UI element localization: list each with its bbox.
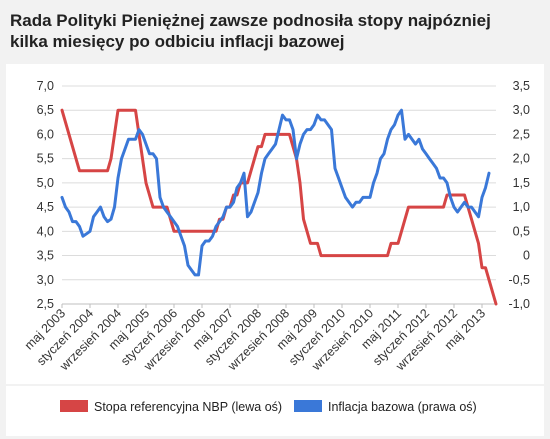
right-axis-tick-label: 3,0 bbox=[513, 103, 530, 117]
right-axis-tick-label: 1,0 bbox=[513, 200, 530, 214]
line-chart: 7,0 6,5 6,0 5,5 5,0 4,5 4,0 3,5 3,0 2,5 3,5 3,0 2,5 2… bbox=[6, 79, 544, 414]
left-axis-tick-label: 4,5 bbox=[37, 200, 54, 214]
chart-area: 7,0 6,5 6,0 5,5 5,0 4,5 4,0 3,5 3,0 2,5 3,5 3,0 2,5 2… bbox=[6, 64, 544, 436]
chart-title-line-2: kilka miesięcy po odbiciu inflacji bazow… bbox=[10, 32, 345, 51]
right-axis-tick-label: 2,0 bbox=[513, 152, 530, 166]
right-axis-tick-label: 2,5 bbox=[513, 127, 530, 141]
right-axis-tick-label: 0 bbox=[523, 249, 530, 263]
legend-label-core-inflation: Inflacja bazowa (prawa oś) bbox=[328, 400, 477, 414]
left-axis-tick-label: 3,0 bbox=[37, 273, 54, 287]
left-axis-tick-label: 4,0 bbox=[37, 224, 54, 238]
left-axis-tick-label: 5,0 bbox=[37, 176, 54, 190]
left-axis-tick-label: 7,0 bbox=[37, 79, 54, 93]
left-axis-tick-label: 2,5 bbox=[37, 297, 54, 311]
legend-swatch-core-inflation bbox=[294, 400, 322, 412]
left-axis-tick-label: 6,5 bbox=[37, 103, 54, 117]
legend-swatch-reference-rate bbox=[60, 400, 88, 412]
right-axis-tick-label: -0,5 bbox=[508, 273, 530, 287]
legend-label-reference-rate: Stopa referencyjna NBP (lewa oś) bbox=[94, 400, 282, 414]
chart-title: Rada Polityki Pieniężnej zawsze podnosił… bbox=[10, 10, 540, 52]
chart-title-line-1: Rada Polityki Pieniężnej zawsze podnosił… bbox=[10, 11, 491, 30]
left-axis-tick-label: 3,5 bbox=[37, 249, 54, 263]
right-axis-tick-label: 0,5 bbox=[513, 224, 530, 238]
right-axis-tick-label: 3,5 bbox=[513, 79, 530, 93]
right-axis-tick-label: 1,5 bbox=[513, 176, 530, 190]
right-axis-tick-label: -1,0 bbox=[508, 297, 530, 311]
left-axis-tick-label: 5,5 bbox=[37, 152, 54, 166]
series-line-core-inflation bbox=[60, 108, 491, 277]
left-axis-tick-label: 6,0 bbox=[37, 127, 54, 141]
